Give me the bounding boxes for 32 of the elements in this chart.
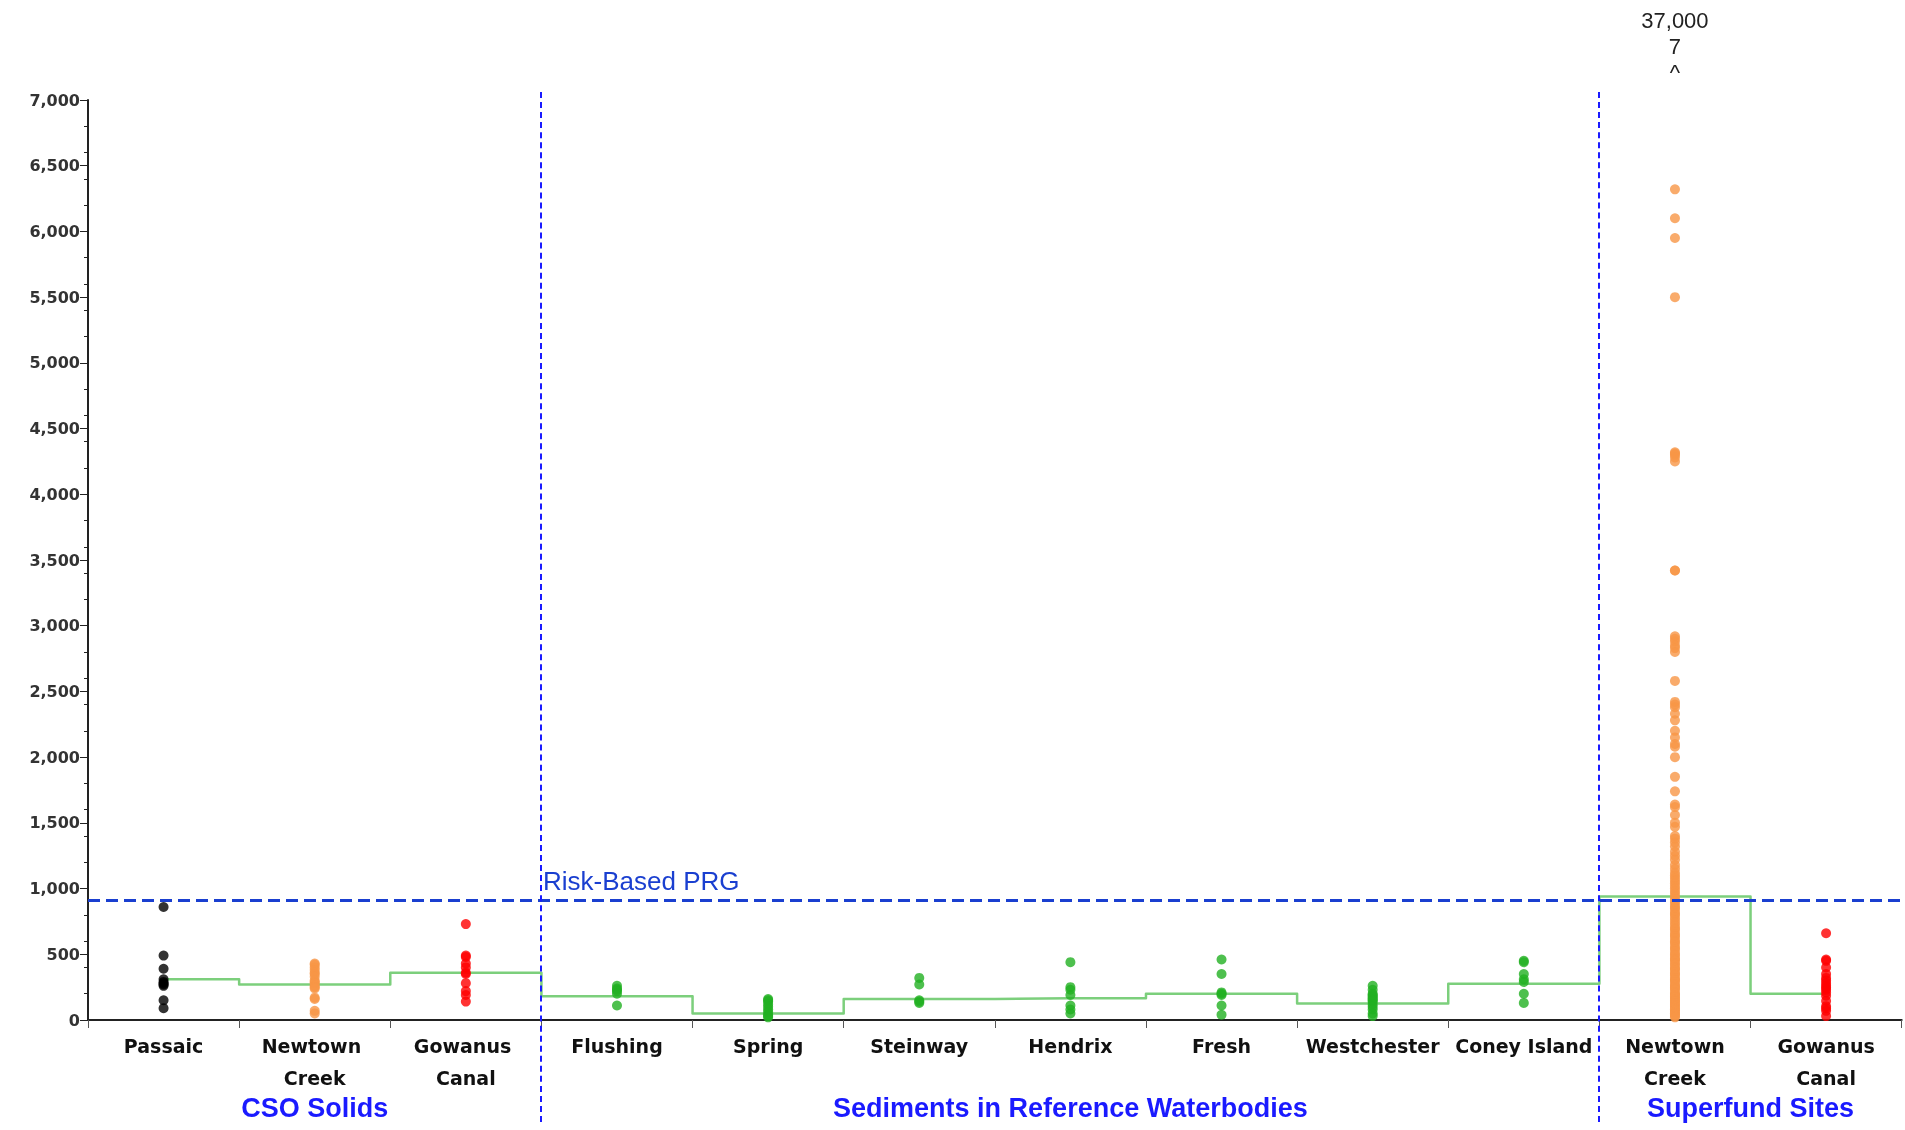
text: CSO Solids bbox=[241, 1093, 389, 1124]
y-tick-label: 5,000 bbox=[29, 353, 80, 373]
y-tick-label: 7,000 bbox=[29, 90, 80, 110]
y-tick-label: 6,500 bbox=[29, 156, 80, 176]
y-tick-label: 6,000 bbox=[29, 221, 80, 241]
x-tick-label: Fresh bbox=[1192, 1035, 1251, 1057]
y-tick-label: 5,500 bbox=[29, 287, 80, 307]
y-tick-label: 1,500 bbox=[29, 813, 80, 833]
y-tick-label: 2,000 bbox=[29, 747, 80, 767]
x-tick-label: Spring bbox=[732, 1035, 804, 1057]
y-tick-label: 3,500 bbox=[29, 550, 80, 570]
y-tick-label: 1,000 bbox=[29, 879, 80, 899]
y-tick-label: 0 bbox=[68, 1010, 80, 1030]
x-tick-label: Newtown Creek bbox=[1625, 1035, 1725, 1089]
x-tick-label: Newtown Creek bbox=[261, 1035, 368, 1089]
x-tick-label: Westchester bbox=[1305, 1035, 1441, 1057]
text: Superfund Sites bbox=[1647, 1093, 1855, 1124]
x-tick-label: Flushing bbox=[571, 1035, 663, 1057]
y-tick-label: 3,000 bbox=[29, 616, 80, 636]
x-tick-label: Passaic bbox=[123, 1035, 204, 1057]
text: 37,000 7 ^ bbox=[1641, 8, 1709, 86]
ref-line-label: Risk-Based PRG bbox=[543, 866, 740, 897]
x-tick-label: Coney Island bbox=[1455, 1035, 1593, 1057]
x-tick-label: Gowanus Canal bbox=[413, 1035, 518, 1089]
y-tick-label: 4,500 bbox=[29, 419, 80, 439]
x-tick-label: Hendrix bbox=[1028, 1035, 1113, 1057]
text: Sediments in Reference Waterbodies bbox=[833, 1093, 1308, 1124]
x-tick-label: Steinway bbox=[870, 1035, 969, 1057]
y-tick-label: 2,500 bbox=[29, 681, 80, 701]
y-tick-label: 500 bbox=[46, 944, 80, 964]
y-tick-label: 4,000 bbox=[29, 484, 80, 504]
x-tick-label: Gowanus Canal bbox=[1777, 1035, 1875, 1089]
